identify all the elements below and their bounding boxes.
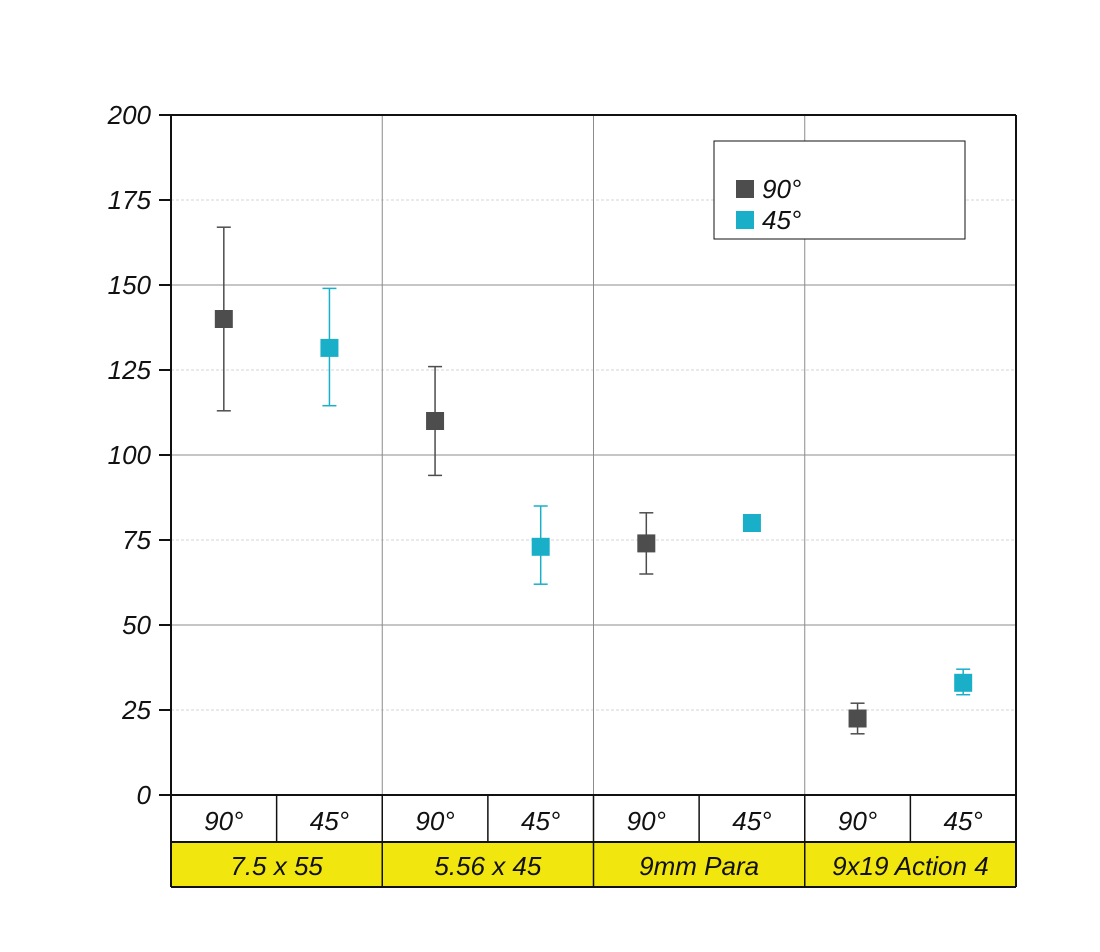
data-point [637,534,656,553]
group-label: 9x19 Action 4 [832,851,989,881]
data-point [742,514,761,532]
legend-box [713,140,966,240]
subcategory-label: 45° [732,806,771,836]
y-tick-label: 0 [137,780,152,810]
y-tick-label: 200 [107,100,152,130]
data-point [426,412,445,430]
data-point [214,310,233,328]
subcategory-label: 90° [838,806,877,836]
data-point [954,673,973,692]
y-tick-label: 175 [108,185,152,215]
data-point [848,709,867,728]
y-tick-label: 75 [122,525,151,555]
data-point [531,537,550,556]
legend-marker [736,180,754,198]
subcategory-label: 90° [204,806,243,836]
group-label: 7.5 x 55 [230,851,323,881]
legend-marker [736,211,754,229]
y-tick-label: 50 [122,610,151,640]
subcategory-label: 90° [415,806,454,836]
data-point [320,338,339,357]
subcategory-label: 45° [521,806,560,836]
group-label: 5.56 x 45 [434,851,542,881]
group-label: 9mm Para [639,851,759,881]
y-tick-label: 125 [108,355,152,385]
y-tick-label: 100 [108,440,152,470]
legend-label: 90° [762,174,801,204]
y-tick-label: 150 [108,270,152,300]
subcategory-label: 45° [944,806,983,836]
subcategory-label: 90° [627,806,666,836]
y-tick-label: 25 [121,695,151,725]
legend-label: 45° [762,205,801,235]
subcategory-label: 45° [310,806,349,836]
